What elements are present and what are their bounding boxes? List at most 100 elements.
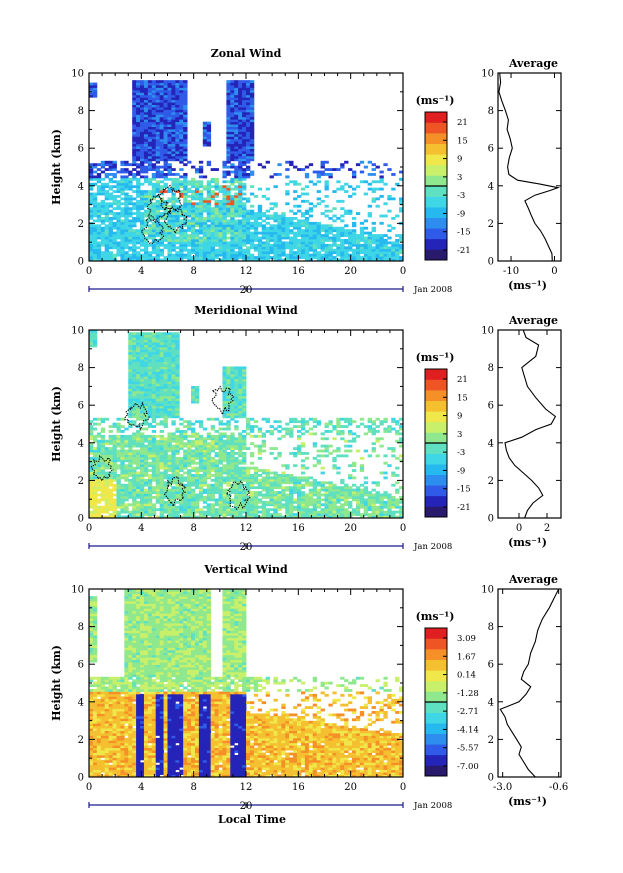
heatmap-cell	[136, 212, 141, 215]
heatmap-cell	[151, 229, 157, 233]
heatmap-cell	[187, 483, 192, 487]
heatmap-cell	[198, 515, 204, 519]
heatmap-cell	[132, 469, 137, 472]
heatmap-cell	[399, 258, 404, 262]
heatmap-cell	[234, 116, 239, 120]
heatmap-cell	[132, 234, 137, 237]
heatmap-cell	[136, 410, 141, 414]
heatmap-cell	[140, 334, 145, 338]
heatmap-cell	[269, 256, 274, 259]
heatmap-cell	[202, 488, 208, 492]
heatmap-cell	[230, 170, 235, 174]
heatmap-cell	[218, 498, 223, 502]
heatmap-cell	[143, 415, 149, 419]
heatmap-cell	[191, 456, 196, 460]
heatmap-cell	[89, 207, 94, 211]
heatmap-cell	[147, 454, 153, 458]
heatmap-cell	[143, 197, 149, 201]
heatmap-cell	[312, 229, 318, 233]
heatmap-cell	[210, 177, 216, 181]
heatmap-cell	[187, 498, 192, 502]
heatmap-cell	[194, 466, 200, 470]
heatmap-cell	[183, 229, 188, 233]
heatmap-cell	[92, 89, 98, 93]
heatmap-cell	[234, 187, 239, 191]
heatmap-cell	[116, 496, 121, 499]
heatmap-cell	[230, 510, 235, 514]
heatmap-cell	[159, 452, 164, 455]
heatmap-cell	[344, 234, 349, 237]
heatmap-cell	[108, 229, 113, 233]
heatmap-cell	[300, 236, 306, 240]
heatmap-cell	[234, 177, 239, 181]
heatmap-cell	[297, 168, 302, 171]
heatmap-cell	[206, 456, 212, 460]
heatmap-cell	[151, 349, 157, 353]
heatmap-cell	[226, 173, 231, 176]
heatmap-cell	[171, 515, 176, 519]
heatmap-cell	[136, 466, 141, 470]
heatmap-cell	[140, 133, 145, 137]
heatmap-cell	[183, 432, 188, 436]
heatmap-cell	[159, 442, 164, 446]
heatmap-cell	[163, 199, 168, 203]
heatmap-cell	[242, 204, 247, 208]
heatmap-cell	[194, 493, 200, 497]
heatmap-cell	[246, 175, 251, 179]
heatmap-cell	[191, 185, 196, 189]
heatmap-cell	[277, 214, 282, 218]
heatmap-cell	[175, 376, 180, 380]
heatmap-cell	[222, 192, 227, 196]
heatmap-cell	[151, 87, 157, 91]
heatmap-cell	[136, 158, 141, 162]
heatmap-cell	[249, 121, 255, 125]
heatmap-cell	[167, 437, 172, 441]
heatmap-cell	[104, 160, 110, 164]
heatmap-cell	[132, 138, 137, 142]
heatmap-cell	[96, 168, 102, 171]
heatmap-cell	[163, 456, 168, 460]
heatmap-cell	[230, 153, 235, 157]
heatmap-cell	[183, 236, 188, 240]
heatmap-cell	[359, 234, 365, 237]
heatmap-cell	[379, 241, 384, 245]
heatmap-cell	[171, 434, 176, 438]
heatmap-cell	[226, 390, 231, 394]
heatmap-cell	[163, 246, 168, 250]
heatmap-cell	[136, 386, 141, 389]
heatmap-cell	[375, 248, 380, 252]
heatmap-cell	[147, 85, 153, 88]
heatmap-cell	[159, 351, 164, 355]
heatmap-cell	[89, 464, 94, 468]
heatmap-cell	[206, 195, 212, 198]
heatmap-cell	[108, 212, 113, 215]
heatmap-cell	[159, 510, 164, 514]
heatmap-cell	[92, 82, 98, 86]
heatmap-cell	[132, 202, 137, 206]
heatmap-cell	[143, 364, 149, 367]
heatmap-cell	[159, 393, 164, 397]
heatmap-cell	[344, 224, 349, 228]
heatmap-cell	[159, 500, 164, 504]
heatmap-cell	[124, 236, 129, 240]
heatmap-cell	[238, 116, 243, 120]
heatmap-cell	[234, 143, 239, 147]
heatmap-cell	[198, 229, 204, 233]
heatmap-cell	[297, 219, 302, 223]
heatmap-cell	[289, 248, 294, 252]
heatmap-cell	[132, 224, 137, 228]
heatmap-cell	[198, 165, 204, 169]
heatmap-cell	[171, 173, 176, 176]
heatmap-cell	[379, 170, 384, 174]
heatmap-cell	[140, 221, 145, 225]
heatmap-cell	[140, 432, 145, 436]
heatmap-cell	[214, 217, 219, 220]
heatmap-cell	[234, 373, 239, 377]
heatmap-cell	[143, 148, 149, 152]
heatmap-cell	[218, 226, 223, 230]
heatmap-cell	[151, 393, 157, 397]
heatmap-cell	[230, 410, 235, 414]
heatmap-cell	[151, 469, 157, 472]
heatmap-cell	[214, 224, 219, 228]
heatmap-cell	[104, 192, 110, 196]
